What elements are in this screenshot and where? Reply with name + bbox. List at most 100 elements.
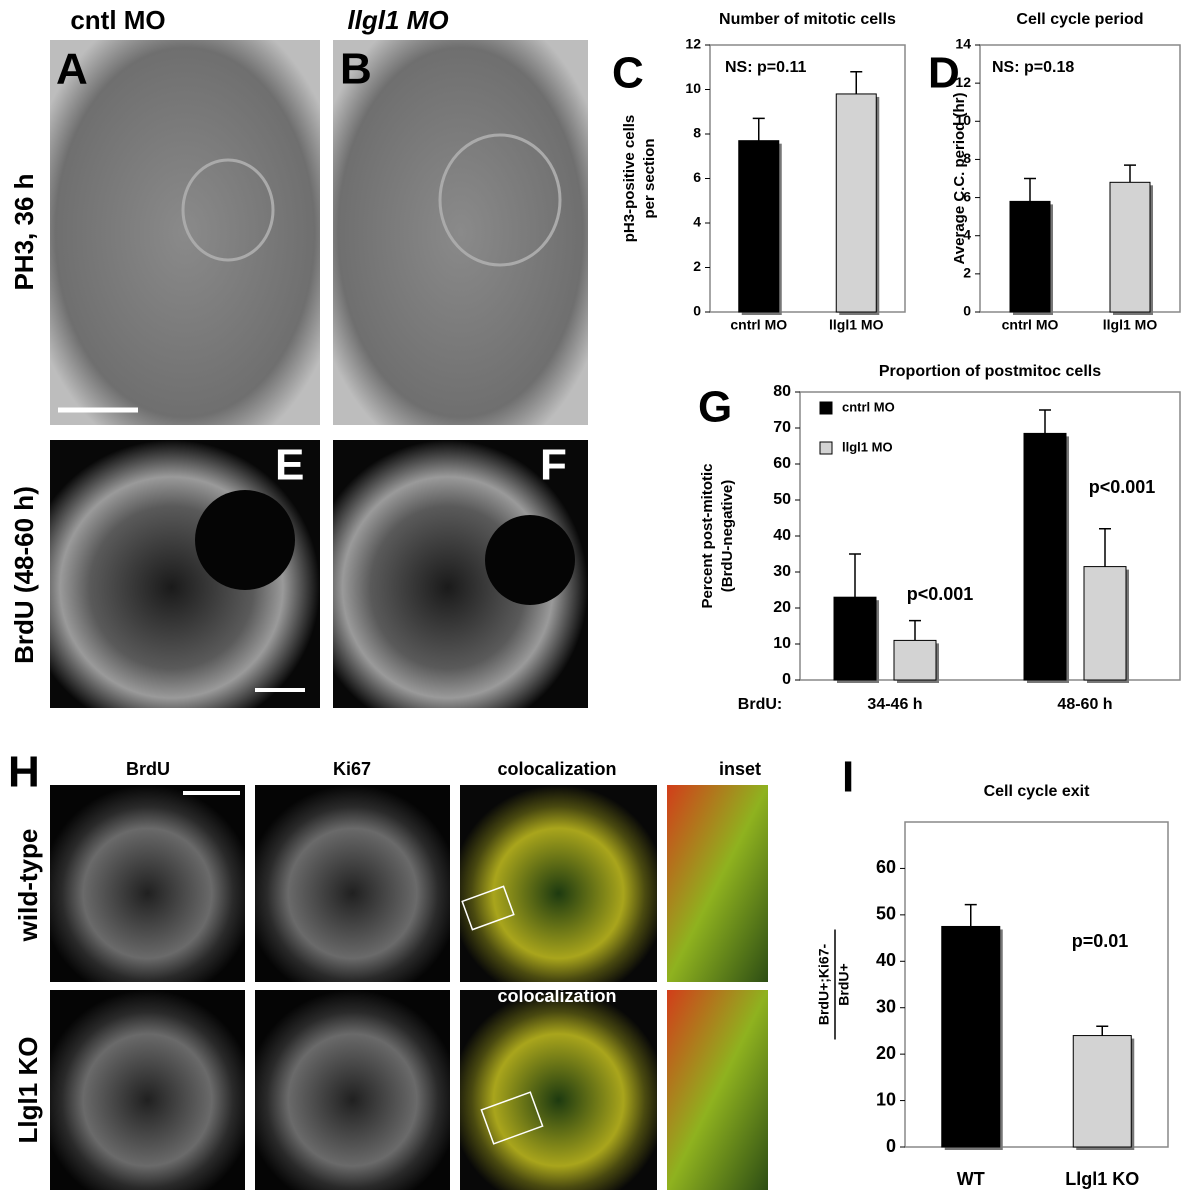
- y-tick-label: 20: [773, 599, 791, 616]
- image: [667, 990, 768, 1190]
- bar: [893, 639, 937, 681]
- y-tick-label: 60: [773, 455, 791, 472]
- annotation: p=0.01: [1072, 931, 1129, 951]
- y-tick-label: 10: [685, 80, 701, 96]
- column-header: llgl1 MO: [347, 5, 448, 35]
- legend-label: cntrl MO: [842, 399, 895, 414]
- y-tick-label: 80: [773, 383, 791, 400]
- y-tick-label: 50: [773, 491, 791, 508]
- bar: [1109, 181, 1151, 313]
- image: [50, 785, 245, 982]
- image-b: [333, 40, 588, 425]
- annotation: NS: p=0.18: [992, 59, 1074, 76]
- y-tick-label: 14: [955, 36, 971, 52]
- x-tick-label: llgl1 MO: [829, 317, 884, 333]
- panel-letter: E: [275, 441, 304, 490]
- error-bar: [964, 903, 977, 927]
- column-header: Ki67: [333, 759, 371, 779]
- bar: [1023, 432, 1067, 681]
- chart-title: Cell cycle period: [1016, 11, 1143, 28]
- row-label: wild-type: [13, 829, 43, 943]
- y-tick-label: 6: [963, 188, 971, 204]
- legend-swatch: [819, 441, 833, 455]
- y-tick-label: 30: [773, 563, 791, 580]
- row-label: PH3, 36 h: [9, 173, 39, 290]
- chart-title: Proportion of postmitoc cells: [879, 363, 1101, 380]
- y-tick-label: 10: [876, 1089, 896, 1109]
- error-bar: [752, 117, 765, 141]
- lens: [485, 515, 575, 605]
- y-tick-label: 10: [773, 635, 791, 652]
- bar: [833, 596, 877, 681]
- y-tick-label: 12: [955, 74, 971, 90]
- image: [460, 785, 657, 982]
- y-tick-label: 4: [963, 226, 971, 242]
- error-bar: [849, 553, 861, 598]
- y-tick-label: 0: [963, 303, 971, 319]
- error-bar: [1039, 409, 1051, 434]
- error-bar: [909, 619, 921, 641]
- column-header: colocalization: [497, 986, 616, 1006]
- column-header: inset: [719, 759, 761, 779]
- y-axis-label: Percent post-mitotic: [699, 463, 716, 608]
- y-tick-label: 2: [963, 265, 971, 281]
- inset-box: [480, 1091, 544, 1145]
- y-axis-label: per section: [641, 138, 658, 218]
- panel-letter: B: [340, 45, 372, 94]
- y-tick-label: 8: [963, 150, 971, 166]
- y-tick-label: 6: [693, 169, 701, 185]
- y-tick-label: 30: [876, 996, 896, 1016]
- y-tick-label: 50: [876, 904, 896, 924]
- x-axis-label: BrdU:: [738, 696, 782, 713]
- annotation: p<0.001: [907, 584, 974, 604]
- error-bar: [1124, 164, 1136, 183]
- annotation: NS: p=0.11: [725, 59, 806, 76]
- legend-label: llgl1 MO: [842, 439, 893, 454]
- error-bar: [1024, 177, 1036, 202]
- legend-swatch: [819, 401, 833, 415]
- column-header: BrdU: [126, 759, 170, 779]
- plot-frame: [904, 821, 1169, 1148]
- panel-letter: F: [540, 441, 567, 490]
- image: [667, 785, 768, 982]
- y-tick-label: 0: [782, 671, 791, 688]
- y-axis-label: (BrdU-negative): [719, 480, 736, 593]
- bar: [941, 925, 1001, 1148]
- bar: [1072, 1035, 1132, 1148]
- y-tick-label: 2: [693, 258, 701, 274]
- inset-box: [461, 885, 515, 931]
- panel-letter: H: [8, 748, 40, 797]
- y-tick-label: 20: [876, 1043, 896, 1063]
- y-axis-label: Average C.C. period (hr): [951, 93, 968, 265]
- error-bar: [1099, 528, 1111, 567]
- y-axis-label: BrdU+: [836, 963, 852, 1005]
- panel-letter: A: [56, 45, 88, 94]
- y-tick-label: 70: [773, 419, 791, 436]
- panel-letter: I: [842, 753, 854, 802]
- lens: [195, 490, 295, 590]
- error-bar: [1096, 1025, 1109, 1036]
- y-axis-label: pH3-positive cells: [621, 115, 638, 243]
- x-tick-label: 34-46 h: [867, 696, 922, 713]
- column-header: cntl MO: [70, 5, 165, 35]
- annotation: p<0.001: [1089, 477, 1156, 497]
- error-bar: [850, 70, 863, 94]
- x-tick-label: cntrl MO: [730, 317, 787, 333]
- image-a: [50, 40, 320, 425]
- y-tick-label: 8: [693, 125, 701, 141]
- panel-letter: G: [698, 383, 732, 432]
- y-tick-label: 4: [693, 214, 701, 230]
- panel-letter: D: [928, 49, 960, 98]
- image: [255, 990, 450, 1190]
- x-tick-label: cntrl MO: [1002, 317, 1059, 333]
- x-tick-label: 48-60 h: [1057, 696, 1112, 713]
- chart-title: Number of mitotic cells: [719, 11, 896, 28]
- bar: [1083, 566, 1127, 681]
- image: [460, 990, 657, 1190]
- y-tick-label: 40: [876, 950, 896, 970]
- y-tick-label: 12: [685, 36, 701, 52]
- y-tick-label: 10: [955, 112, 971, 128]
- x-tick-label: Llgl1 KO: [1065, 1169, 1139, 1189]
- image: [50, 990, 245, 1190]
